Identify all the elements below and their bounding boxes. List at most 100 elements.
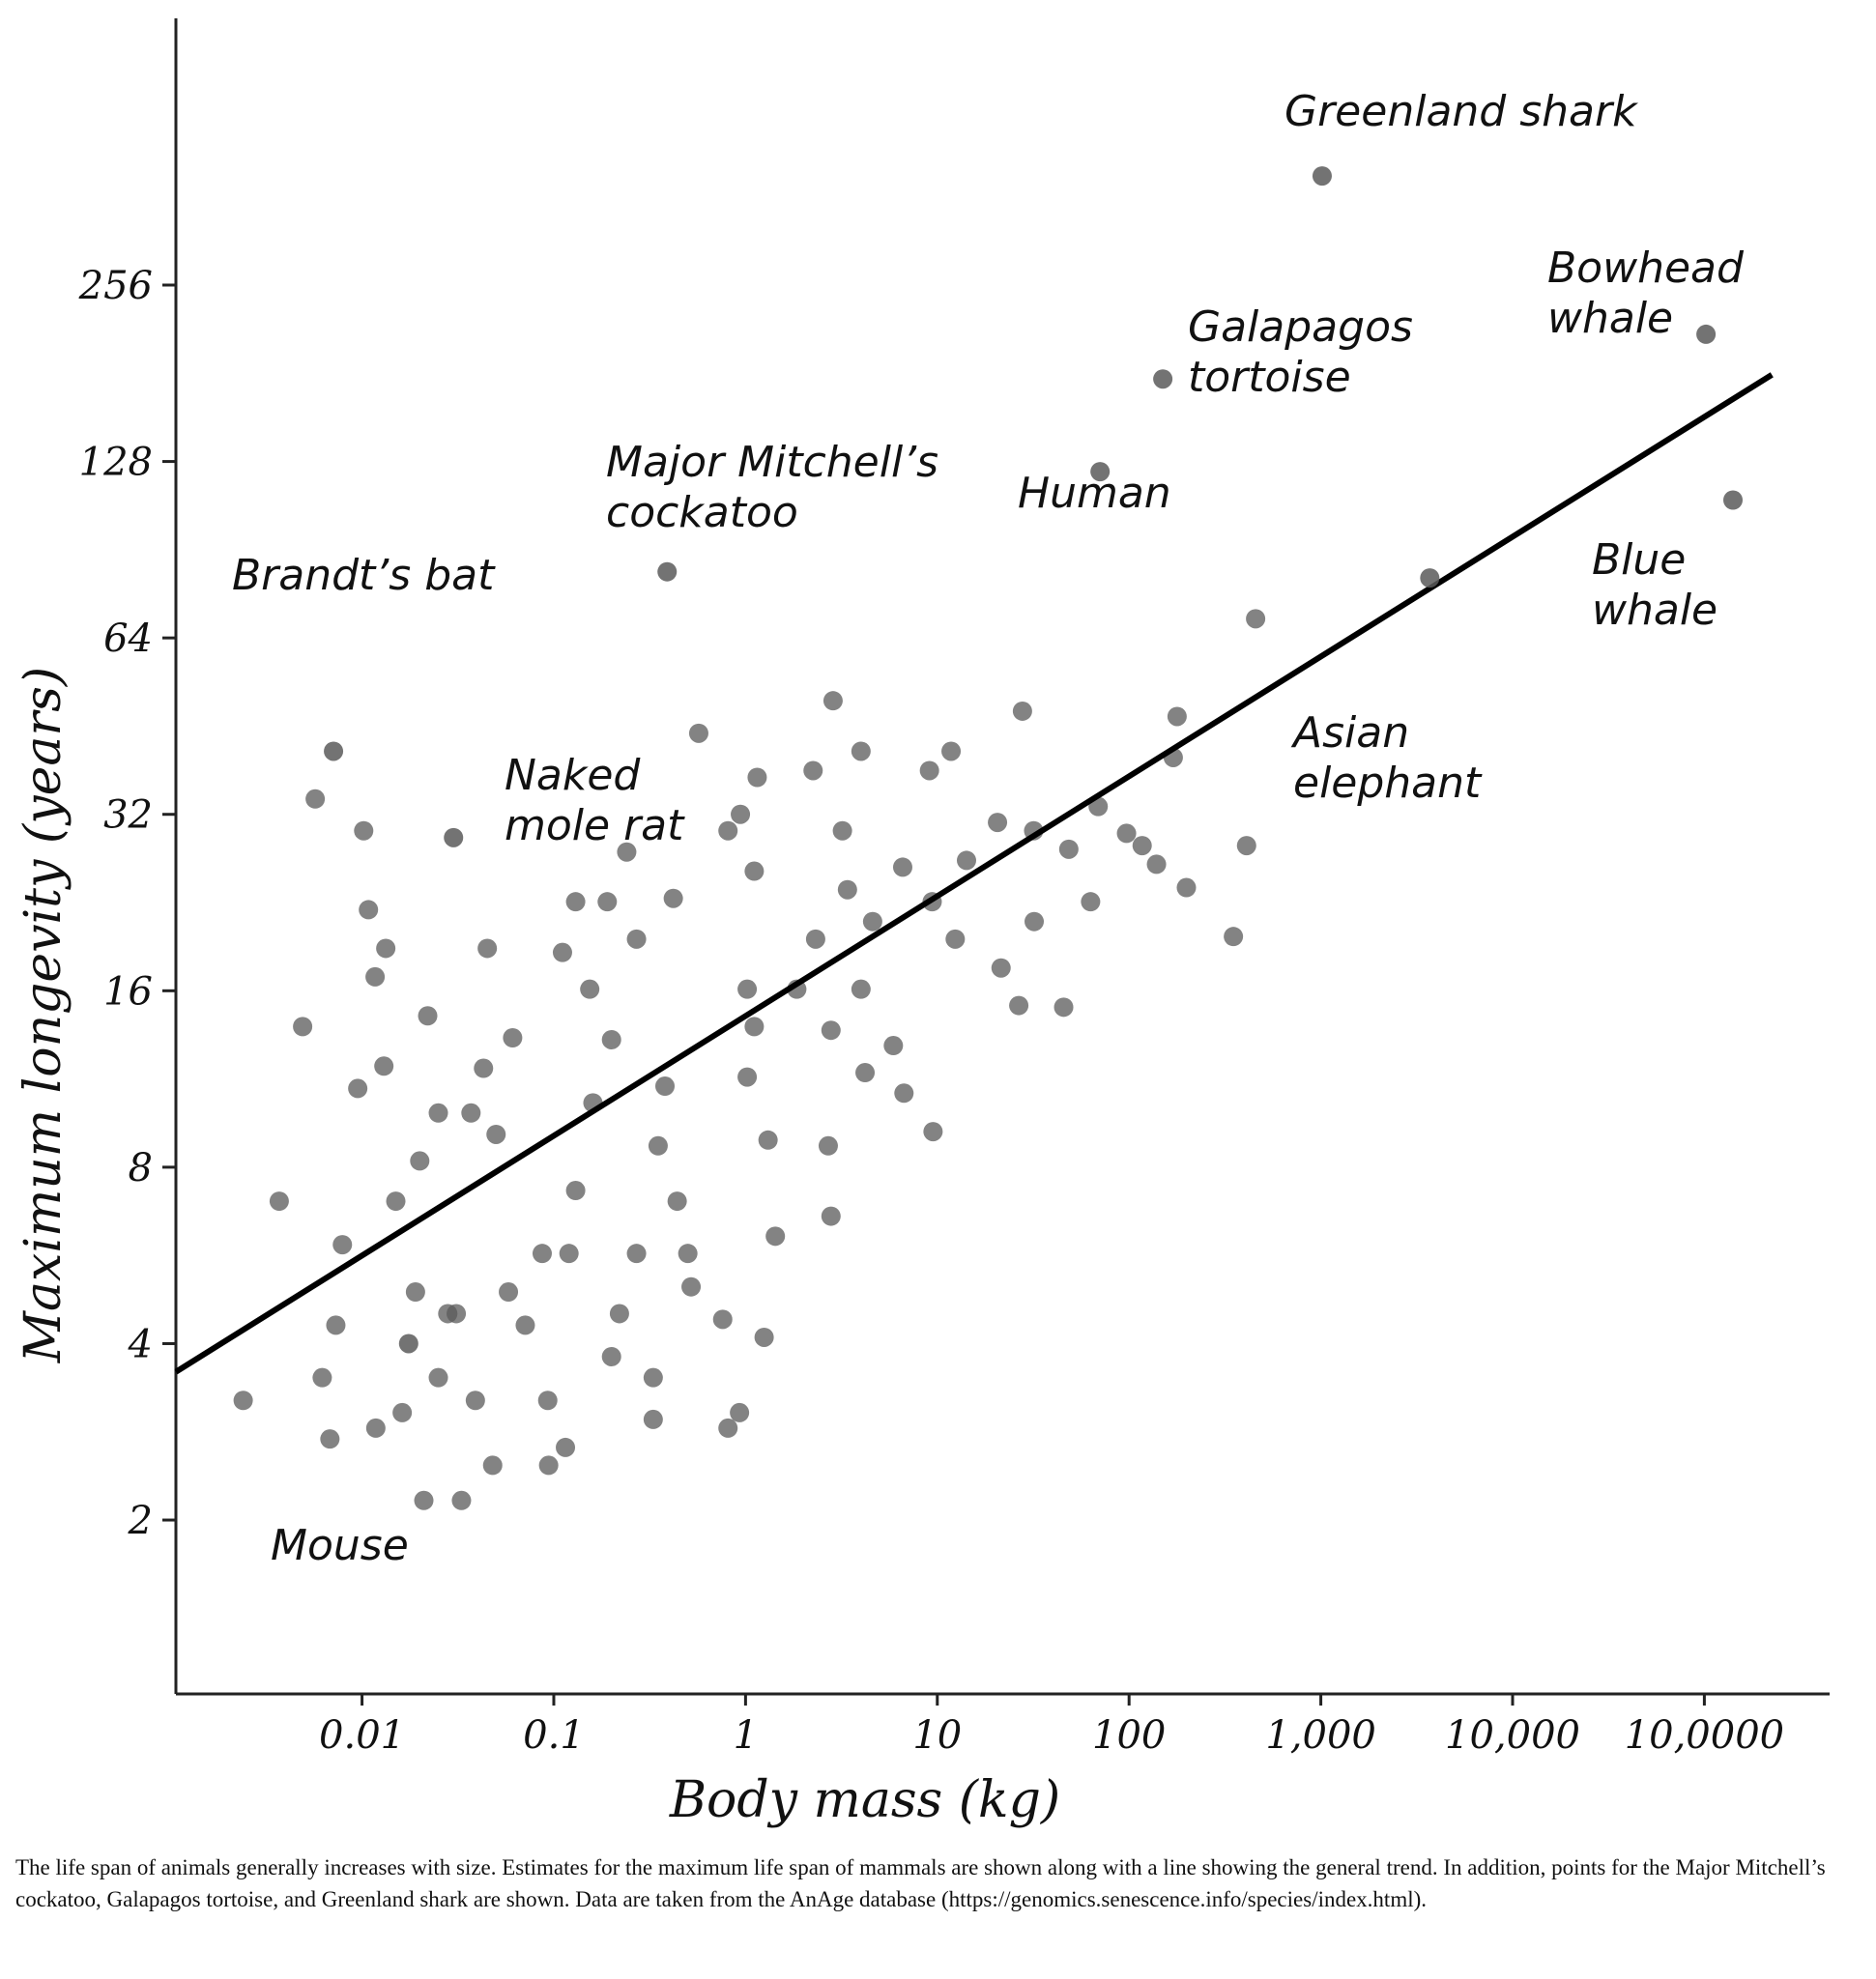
x-tick-label: 1,000 bbox=[1265, 1713, 1376, 1758]
data-point bbox=[565, 1181, 586, 1201]
data-point bbox=[744, 861, 765, 881]
data-point bbox=[515, 1315, 535, 1335]
data-point bbox=[365, 1418, 386, 1438]
data-point bbox=[556, 1437, 576, 1457]
data-point bbox=[320, 1429, 340, 1449]
y-axis-title: Maximum longevity (years) bbox=[14, 667, 72, 1363]
x-tick-label: 0.01 bbox=[319, 1713, 405, 1758]
data-point bbox=[1236, 836, 1256, 856]
data-point bbox=[482, 1455, 503, 1476]
data-point bbox=[376, 938, 396, 959]
data-point bbox=[451, 1490, 472, 1510]
annotation-label: cockatoo bbox=[606, 488, 798, 537]
data-point bbox=[655, 1076, 676, 1097]
data-point bbox=[1009, 995, 1029, 1016]
annotated-point bbox=[324, 741, 344, 761]
data-point bbox=[681, 1276, 702, 1297]
annotation-label: Greenland shark bbox=[1284, 87, 1638, 136]
data-point bbox=[821, 1206, 841, 1226]
data-point bbox=[823, 691, 843, 711]
data-point bbox=[663, 888, 683, 908]
annotation-label: Human bbox=[1018, 469, 1171, 518]
y-tick-label: 8 bbox=[129, 1146, 153, 1190]
x-tick-label: 1 bbox=[734, 1713, 758, 1758]
data-point bbox=[414, 1490, 434, 1510]
data-point bbox=[312, 1367, 332, 1388]
x-axis-title: Body mass (kg) bbox=[669, 1771, 1060, 1829]
data-point bbox=[923, 1122, 943, 1142]
data-point bbox=[348, 1078, 368, 1099]
data-point bbox=[730, 1402, 750, 1422]
data-point bbox=[580, 979, 600, 999]
data-point bbox=[1167, 706, 1187, 727]
y-tick-label: 2 bbox=[128, 1499, 153, 1543]
data-point bbox=[559, 1244, 579, 1264]
data-point bbox=[617, 842, 637, 862]
annotated-point bbox=[1696, 324, 1717, 344]
data-point bbox=[305, 789, 326, 809]
annotated-point bbox=[1153, 369, 1173, 389]
data-point bbox=[538, 1455, 559, 1476]
data-point bbox=[609, 1304, 629, 1324]
data-point bbox=[678, 1244, 698, 1264]
data-point bbox=[332, 1235, 353, 1255]
data-point bbox=[818, 1135, 838, 1156]
x-tick-label: 10,0000 bbox=[1625, 1713, 1784, 1758]
data-point bbox=[851, 741, 871, 761]
y-tick-label: 32 bbox=[103, 793, 153, 838]
data-point bbox=[667, 1191, 687, 1212]
data-point bbox=[601, 1029, 621, 1049]
data-point bbox=[805, 929, 825, 949]
annotation-label: Bowhead bbox=[1547, 244, 1745, 293]
data-point bbox=[945, 929, 966, 949]
annotation-label: Blue bbox=[1592, 535, 1686, 585]
data-point bbox=[988, 813, 1008, 833]
annotation-label: mole rat bbox=[505, 801, 685, 850]
data-point bbox=[941, 741, 962, 761]
data-point bbox=[894, 1083, 914, 1104]
annotated-point bbox=[398, 1334, 418, 1354]
data-point bbox=[1081, 892, 1101, 912]
x-tick-label: 0.1 bbox=[523, 1713, 585, 1758]
data-point bbox=[597, 892, 618, 912]
data-point bbox=[765, 1226, 786, 1247]
data-point bbox=[855, 1063, 876, 1083]
data-point bbox=[1246, 609, 1266, 629]
data-point bbox=[428, 1103, 448, 1123]
annotation-label: whale bbox=[1592, 586, 1717, 635]
caption: The life span of animals generally incre… bbox=[15, 1855, 1826, 1911]
data-point bbox=[537, 1391, 558, 1411]
data-point bbox=[643, 1409, 663, 1429]
data-point bbox=[883, 1036, 904, 1056]
data-point bbox=[754, 1327, 774, 1347]
data-point bbox=[956, 850, 976, 871]
data-point bbox=[626, 1244, 647, 1264]
data-point bbox=[862, 911, 882, 932]
annotated-point bbox=[1090, 462, 1111, 482]
annotation-label: Major Mitchell’s bbox=[606, 438, 938, 487]
y-tick-label: 256 bbox=[78, 264, 153, 308]
annotation-label: Brandt’s bat bbox=[232, 551, 496, 600]
y-tick-label: 64 bbox=[103, 617, 153, 661]
annotated-point bbox=[1312, 166, 1332, 186]
data-point bbox=[326, 1315, 346, 1335]
chart: Body mass (kg) Maximum longevity (years)… bbox=[14, 18, 1830, 1829]
y-tick-label: 128 bbox=[79, 441, 153, 485]
data-point bbox=[374, 1056, 394, 1076]
data-point bbox=[486, 1124, 506, 1144]
data-point bbox=[643, 1367, 663, 1388]
annotation-label: elephant bbox=[1293, 759, 1483, 808]
data-point bbox=[712, 1309, 733, 1330]
data-point bbox=[803, 760, 823, 781]
data-point bbox=[428, 1367, 448, 1388]
x-tick-label: 10,000 bbox=[1445, 1713, 1580, 1758]
data-point bbox=[477, 938, 498, 959]
data-point bbox=[1224, 927, 1244, 947]
data-point bbox=[718, 820, 738, 841]
data-point bbox=[1176, 877, 1197, 898]
annotated-point bbox=[1420, 568, 1440, 588]
annotated-point bbox=[444, 827, 464, 847]
data-point bbox=[851, 979, 871, 999]
trend-line bbox=[174, 372, 1774, 1375]
